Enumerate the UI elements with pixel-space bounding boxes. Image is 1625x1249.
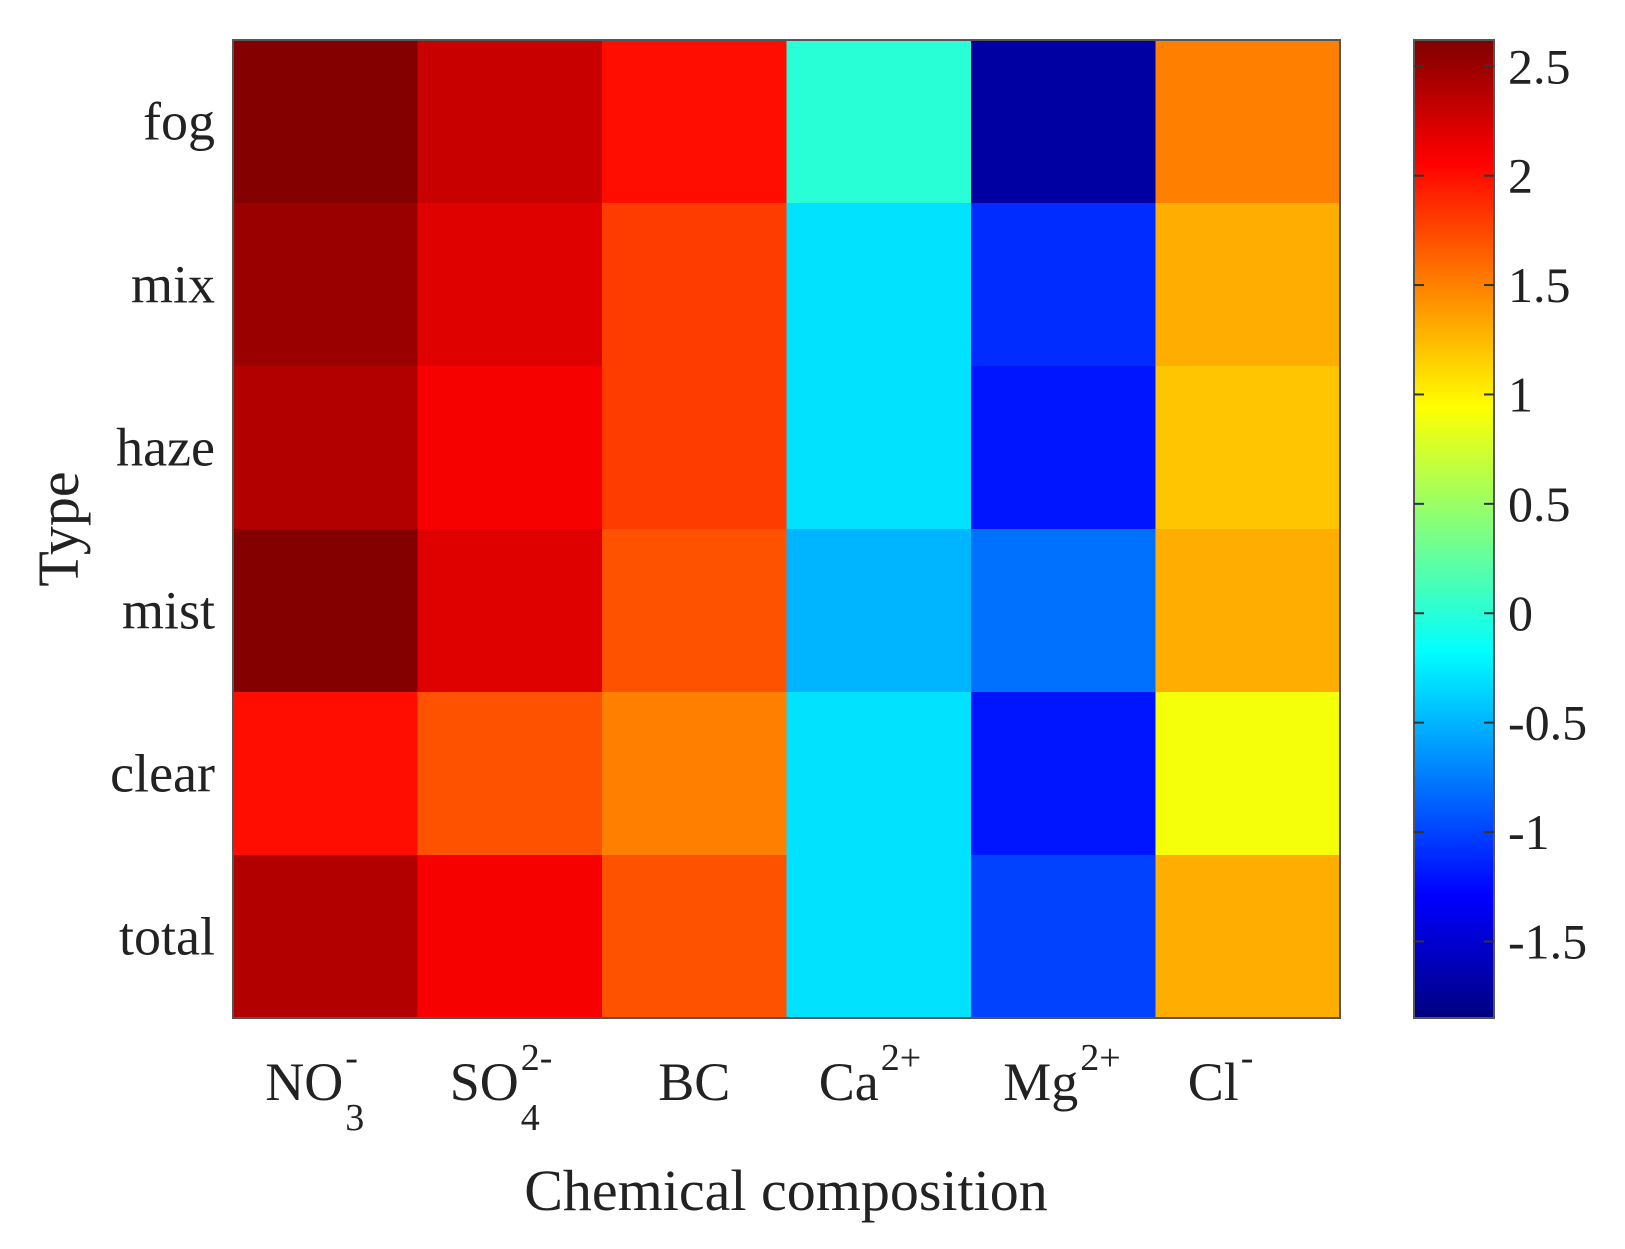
x-axis-label: Chemical composition: [524, 1158, 1048, 1223]
y-axis-label: Type: [26, 471, 91, 586]
colorbar-tick-label: 1: [1508, 366, 1533, 422]
heatmap-cells: [233, 40, 1341, 1019]
heatmap-cell-mist-4: [971, 529, 1157, 693]
heatmap-cell-fog-2: [602, 40, 788, 204]
heatmap-cell-fog-0: [233, 40, 419, 204]
colorbar-tick-label: 1.5: [1508, 257, 1571, 313]
heatmap-cell-haze-3: [786, 366, 972, 530]
y-tick-label-total: total: [119, 907, 215, 967]
heatmap-cell-mix-1: [417, 203, 603, 367]
heatmap-cell-total-1: [417, 855, 603, 1019]
colorbar-tick-label: 2: [1508, 148, 1533, 204]
heatmap-cell-total-2: [602, 855, 788, 1019]
svg-text:2+: 2+: [881, 1037, 921, 1079]
colorbar-tick-label: -1.5: [1508, 913, 1587, 969]
heatmap-cell-total-5: [1155, 855, 1341, 1019]
x-tick-label-Mg: Mg 2+: [1003, 1037, 1120, 1112]
x-tick-labels: NO -3SO 2-4BC Ca 2+ Mg 2+ Cl -: [265, 1037, 1253, 1139]
y-tick-label-mix: mix: [131, 255, 215, 315]
colorbar-tick-label: -0.5: [1508, 695, 1587, 751]
x-tick-label-BC: BC: [658, 1052, 730, 1112]
heatmap-cell-mist-0: [233, 529, 419, 693]
svg-text:SO: SO: [450, 1052, 519, 1112]
heatmap-cell-fog-3: [786, 40, 972, 204]
heatmap-cell-total-4: [971, 855, 1157, 1019]
heatmap-cell-total-3: [786, 855, 972, 1019]
heatmap-cell-haze-4: [971, 366, 1157, 530]
svg-text:NO: NO: [265, 1052, 343, 1112]
heatmap-cell-mix-5: [1155, 203, 1341, 367]
colorbar-tick-label: 0: [1508, 585, 1533, 641]
svg-text:BC: BC: [658, 1052, 730, 1112]
x-tick-label-NO: NO - 3: [265, 1037, 364, 1139]
heatmap-cell-fog-1: [417, 40, 603, 204]
y-tick-label-haze: haze: [116, 418, 215, 478]
heatmap-cell-mix-4: [971, 203, 1157, 367]
heatmap-cell-mix-0: [233, 203, 419, 367]
colorbar-ticks: 2.5 2 1.5 1 0.5 0 -0.5 -1 -1.5: [1414, 38, 1587, 969]
heatmap-cell-mist-2: [602, 529, 788, 693]
svg-text:Mg: Mg: [1003, 1052, 1078, 1112]
heatmap-cell-clear-1: [417, 692, 603, 856]
heatmap-cell-mist-1: [417, 529, 603, 693]
colorbar-tick-label: 0.5: [1508, 476, 1571, 532]
svg-text:2-: 2-: [521, 1037, 553, 1079]
heatmap-cell-haze-1: [417, 366, 603, 530]
y-tick-label-mist: mist: [122, 581, 215, 641]
colorbar: [1413, 39, 1495, 1019]
heatmap-cell-haze-2: [602, 366, 788, 530]
y-tick-label-clear: clear: [110, 744, 215, 804]
colorbar-tick-label: -1: [1508, 804, 1550, 860]
svg-text:-: -: [1241, 1037, 1254, 1079]
svg-text:-: -: [345, 1037, 358, 1079]
svg-text:4: 4: [521, 1097, 540, 1139]
plot-frame: [232, 39, 1341, 1019]
svg-text:3: 3: [345, 1097, 364, 1139]
heatmap-cell-haze-0: [233, 366, 419, 530]
svg-text:Cl: Cl: [1188, 1052, 1239, 1112]
heatmap-cell-mist-3: [786, 529, 972, 693]
heatmap-cell-total-0: [233, 855, 419, 1019]
heatmap-cell-mix-3: [786, 203, 972, 367]
heatmap-cell-mist-5: [1155, 529, 1341, 693]
x-tick-label-SO: SO 2- 4: [450, 1037, 553, 1139]
heatmap-cell-fog-5: [1155, 40, 1341, 204]
y-tick-label-fog: fog: [143, 92, 215, 152]
heatmap-cell-mix-2: [602, 203, 788, 367]
heatmap-cell-clear-2: [602, 692, 788, 856]
heatmap-cell-fog-4: [971, 40, 1157, 204]
svg-text:Ca: Ca: [819, 1052, 879, 1112]
x-tick-label-Ca: Ca 2+: [819, 1037, 921, 1112]
heatmap-cell-clear-3: [786, 692, 972, 856]
heatmap-cell-clear-4: [971, 692, 1157, 856]
svg-text:2+: 2+: [1080, 1037, 1120, 1079]
y-tick-labels: fog mix haze mist clear total: [110, 92, 215, 967]
heatmap-cell-haze-5: [1155, 366, 1341, 530]
x-tick-label-Cl: Cl -: [1188, 1037, 1254, 1112]
heatmap-cell-clear-5: [1155, 692, 1341, 856]
colorbar-tick-label: 2.5: [1508, 38, 1571, 94]
heatmap-cell-clear-0: [233, 692, 419, 856]
